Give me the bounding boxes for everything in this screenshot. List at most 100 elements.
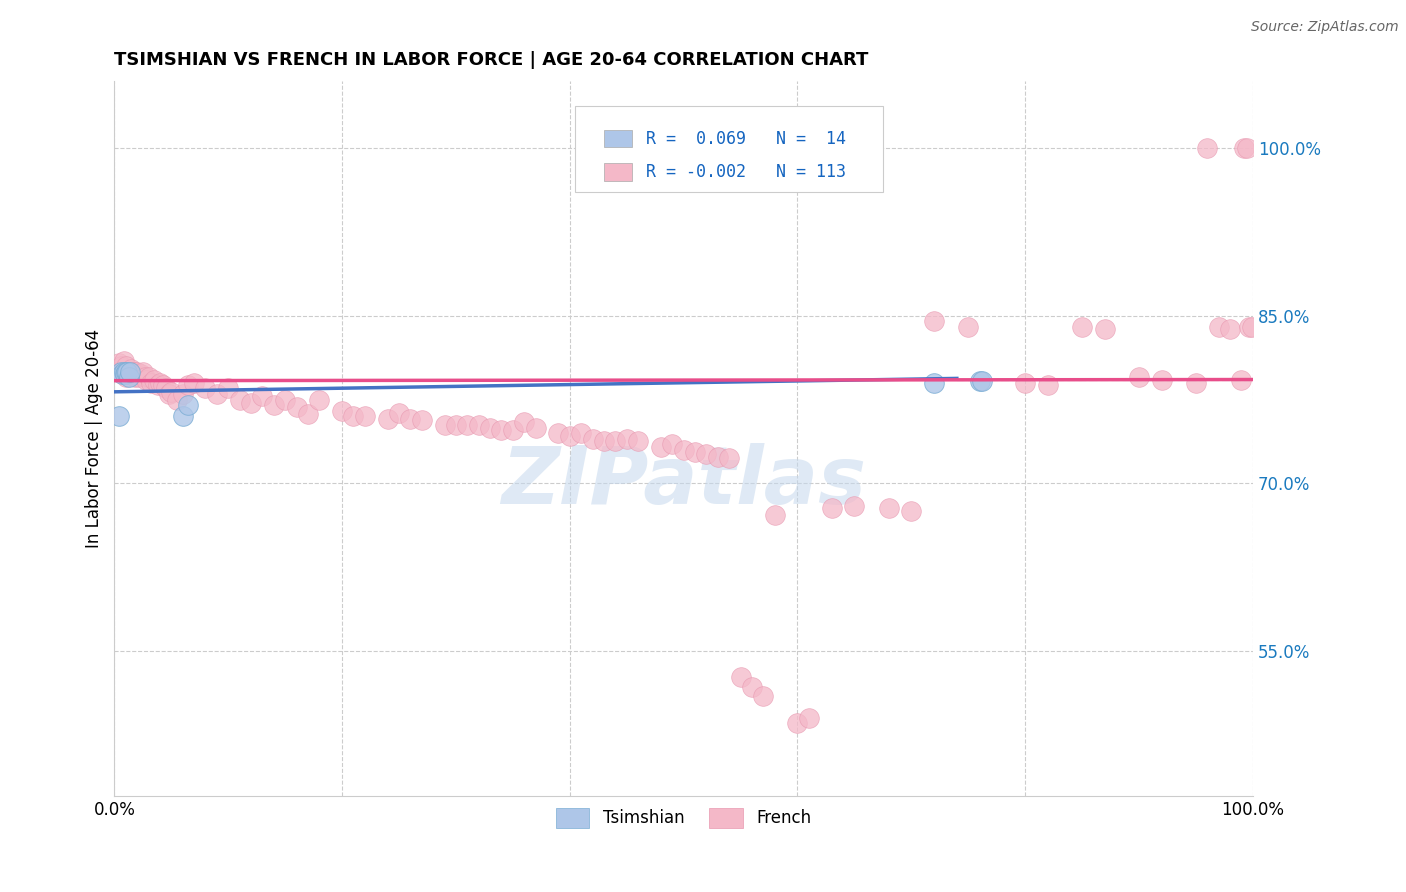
- Point: [922, 314, 945, 328]
- Point: [149, 376, 172, 390]
- Point: [456, 418, 478, 433]
- Point: [114, 359, 136, 373]
- Point: [1197, 141, 1219, 155]
- Point: [593, 434, 616, 448]
- Point: [172, 409, 194, 424]
- Point: [138, 370, 160, 384]
- Point: [139, 376, 162, 390]
- Point: [114, 367, 136, 381]
- Point: [122, 365, 145, 379]
- Point: [1128, 370, 1150, 384]
- Point: [114, 365, 136, 379]
- Point: [194, 381, 217, 395]
- Text: TSIMSHIAN VS FRENCH IN LABOR FORCE | AGE 20-64 CORRELATION CHART: TSIMSHIAN VS FRENCH IN LABOR FORCE | AGE…: [114, 51, 869, 69]
- Point: [820, 500, 842, 515]
- Point: [1239, 320, 1261, 334]
- Point: [581, 432, 603, 446]
- Point: [616, 432, 638, 446]
- Point: [146, 378, 169, 392]
- Point: [252, 389, 274, 403]
- Point: [108, 409, 131, 424]
- Point: [127, 365, 149, 379]
- Point: [228, 392, 250, 407]
- Point: [1236, 141, 1258, 155]
- Point: [120, 365, 142, 379]
- Point: [467, 418, 489, 433]
- Point: [1094, 322, 1116, 336]
- Point: [108, 365, 131, 379]
- Point: [128, 370, 150, 384]
- FancyBboxPatch shape: [605, 129, 633, 147]
- Point: [900, 504, 922, 518]
- Point: [661, 437, 683, 451]
- Point: [107, 365, 129, 379]
- Y-axis label: In Labor Force | Age 20-64: In Labor Force | Age 20-64: [86, 329, 103, 549]
- Point: [354, 409, 377, 424]
- Point: [217, 381, 239, 395]
- Point: [513, 415, 536, 429]
- Point: [108, 356, 131, 370]
- Point: [124, 370, 146, 384]
- Point: [155, 381, 177, 395]
- Point: [285, 401, 308, 415]
- Point: [707, 450, 730, 464]
- Point: [922, 376, 945, 390]
- Point: [114, 365, 136, 379]
- Point: [877, 500, 900, 515]
- Point: [263, 398, 285, 412]
- Point: [1185, 376, 1208, 390]
- Point: [718, 450, 741, 465]
- Text: Source: ZipAtlas.com: Source: ZipAtlas.com: [1251, 20, 1399, 34]
- Point: [135, 372, 157, 386]
- Point: [112, 353, 135, 368]
- Text: R =  0.069   N =  14: R = 0.069 N = 14: [645, 129, 846, 147]
- Point: [177, 398, 200, 412]
- Point: [172, 387, 194, 401]
- Point: [752, 689, 775, 703]
- Point: [112, 365, 135, 379]
- Point: [650, 440, 672, 454]
- Point: [786, 716, 808, 731]
- Point: [797, 711, 820, 725]
- Point: [969, 374, 991, 388]
- Point: [111, 367, 134, 381]
- Point: [1014, 376, 1036, 390]
- Point: [115, 365, 138, 379]
- Point: [844, 499, 866, 513]
- Point: [627, 434, 650, 448]
- Point: [117, 365, 139, 379]
- Point: [1071, 320, 1094, 334]
- Point: [1219, 322, 1241, 336]
- Point: [1230, 372, 1253, 386]
- Point: [152, 378, 174, 392]
- Text: ZIPatlas: ZIPatlas: [501, 442, 866, 521]
- Point: [121, 367, 143, 381]
- Point: [1233, 141, 1256, 155]
- Point: [569, 426, 592, 441]
- Point: [160, 384, 183, 399]
- Point: [558, 429, 581, 443]
- Point: [399, 411, 422, 425]
- Point: [411, 413, 433, 427]
- Point: [1036, 378, 1059, 392]
- Point: [111, 365, 134, 379]
- Point: [129, 367, 152, 381]
- Point: [205, 387, 228, 401]
- Point: [117, 367, 139, 381]
- Point: [1240, 320, 1263, 334]
- Point: [240, 396, 263, 410]
- Point: [970, 374, 993, 388]
- Point: [1150, 372, 1173, 386]
- Point: [444, 418, 467, 433]
- Point: [763, 508, 786, 522]
- Point: [741, 680, 763, 694]
- Point: [547, 426, 569, 441]
- Point: [134, 370, 156, 384]
- Point: [114, 370, 136, 384]
- Point: [177, 378, 200, 392]
- Point: [377, 411, 399, 425]
- Point: [132, 365, 155, 379]
- Point: [112, 365, 135, 379]
- Point: [388, 406, 411, 420]
- FancyBboxPatch shape: [605, 163, 633, 181]
